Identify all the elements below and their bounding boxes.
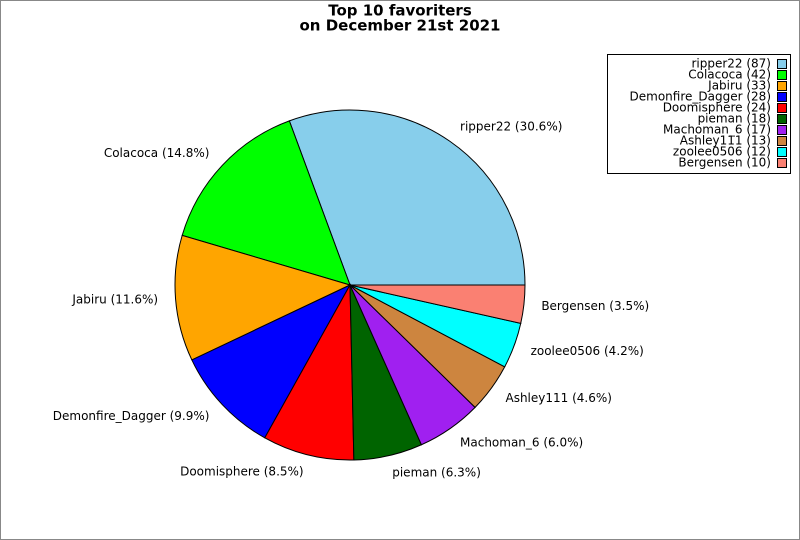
legend-swatch	[777, 114, 787, 124]
pie-slice	[174, 234, 352, 361]
pie-slice	[288, 109, 526, 286]
legend-label: Machoman_6 (17)	[663, 123, 771, 137]
legend-swatch	[777, 158, 787, 168]
pie-slice	[264, 283, 355, 461]
pie-slice	[349, 284, 526, 324]
slice-label: Jabiru (11.6%)	[71, 292, 158, 306]
legend-swatch	[777, 92, 787, 102]
pie-slice	[181, 120, 351, 286]
legend-swatch	[777, 136, 787, 146]
slice-label: Machoman_6 (6.0%)	[460, 435, 583, 449]
legend-label: zoolee0506 (12)	[673, 145, 771, 159]
legend-swatch	[777, 59, 787, 69]
legend-label: Colacoca (42)	[688, 68, 771, 82]
legend-label: Bergensen (10)	[678, 156, 771, 170]
legend-swatch	[777, 81, 787, 91]
legend-swatch	[777, 125, 787, 135]
legend-swatch	[777, 70, 787, 80]
slice-label: Colacoca (14.8%)	[104, 146, 210, 160]
slice-label: ripper22 (30.6%)	[460, 120, 562, 134]
chart-title: Top 10 favoriters	[328, 2, 472, 20]
legend-box	[607, 54, 791, 174]
legend-swatch	[777, 147, 787, 157]
slice-label: Bergensen (3.5%)	[541, 299, 649, 313]
legend-label: Demonfire_Dagger (28)	[630, 90, 771, 104]
slice-label: Ashley111 (4.6%)	[505, 391, 611, 405]
legend-swatch	[777, 103, 787, 113]
legend-label: ripper22 (87)	[691, 57, 771, 71]
legend-label: pieman (18)	[698, 112, 771, 126]
slice-label: Demonfire_Dagger (9.9%)	[53, 409, 210, 423]
slice-label: zoolee0506 (4.2%)	[531, 344, 644, 358]
chart-subtitle: on December 21st 2021	[300, 17, 501, 35]
slice-label: pieman (6.3%)	[392, 465, 481, 479]
legend-label: Ashley111 (13)	[680, 134, 771, 148]
slice-label: Doomisphere (8.5%)	[180, 464, 304, 478]
pie-slice	[191, 283, 352, 439]
legend-label: Jabiru (33)	[707, 79, 771, 93]
legend-label: Doomisphere (24)	[663, 101, 771, 115]
